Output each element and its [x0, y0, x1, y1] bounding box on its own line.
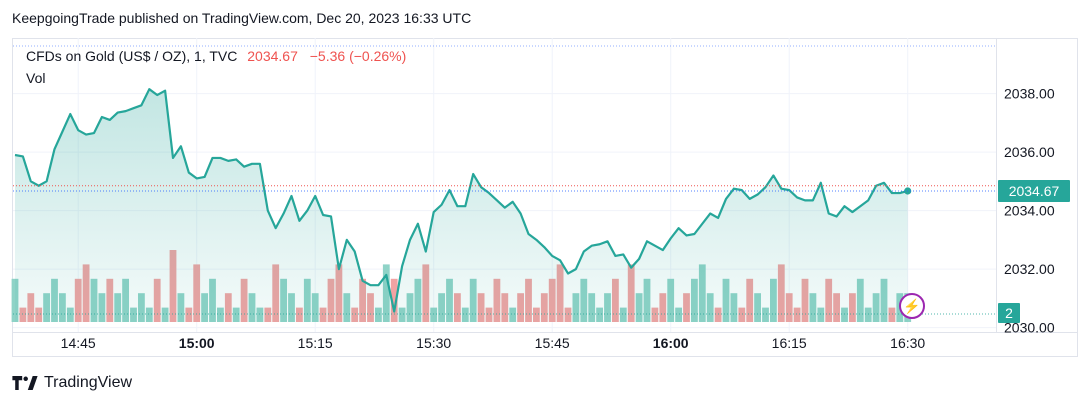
- chart-legend: CFDs on Gold (US$ / OZ), 1, TVC 2034.67 …: [26, 48, 406, 64]
- time-axis[interactable]: 14:45 15:00 15:15 15:30 15:45 16:00 16:15 16:30: [61, 335, 926, 351]
- footer-brand-text: TradingView: [44, 374, 133, 391]
- x-tick-label: 16:15: [772, 335, 807, 351]
- price-area-fill: [15, 89, 908, 322]
- x-tick-label: 15:30: [416, 335, 451, 351]
- legend-change: −5.36 (−0.26%): [309, 48, 407, 64]
- legend-symbol[interactable]: CFDs on Gold (US$ / OZ), 1, TVC: [26, 48, 238, 64]
- y-tick-label: 2038.00: [1004, 86, 1055, 102]
- volume-legend-label[interactable]: Vol: [26, 70, 46, 86]
- last-price-badge: [998, 179, 1070, 202]
- price-series-line: [14, 88, 908, 313]
- published-caption: KeepgoingTrade published on TradingView.…: [12, 10, 472, 26]
- last-price-badge-label: 2034.67: [1009, 183, 1060, 199]
- tradingview-logo-icon: [12, 376, 38, 390]
- y-tick-label: 2032.00: [1004, 261, 1055, 277]
- volume-bar: [390, 278, 398, 322]
- x-tick-label: 14:45: [61, 335, 96, 351]
- x-tick-label: 15:00: [179, 335, 215, 351]
- x-tick-label: 16:30: [890, 335, 925, 351]
- legend-last-price: 2034.67: [247, 48, 298, 64]
- volume-badge: [998, 303, 1020, 323]
- x-tick-label: 15:15: [298, 335, 333, 351]
- y-tick-label: 2030.00: [1004, 320, 1055, 336]
- reference-lines: [13, 45, 996, 315]
- price-area: [14, 88, 912, 322]
- y-tick-label: 2034.00: [1004, 203, 1055, 219]
- chart-frame: [12, 38, 1078, 357]
- price-axis[interactable]: 2030.00 2032.00 2034.00 2036.00 2038.00: [1004, 86, 1055, 336]
- y-tick-label: 2036.00: [1004, 144, 1055, 160]
- x-tick-label: 16:00: [653, 335, 689, 351]
- price-badges: 2034.67 2: [998, 179, 1070, 323]
- volume-badge-label: 2: [1005, 305, 1013, 321]
- x-tick-label: 15:45: [535, 335, 570, 351]
- lightning-icon[interactable]: ⚡: [899, 293, 925, 319]
- footer-branding[interactable]: TradingView: [12, 374, 132, 392]
